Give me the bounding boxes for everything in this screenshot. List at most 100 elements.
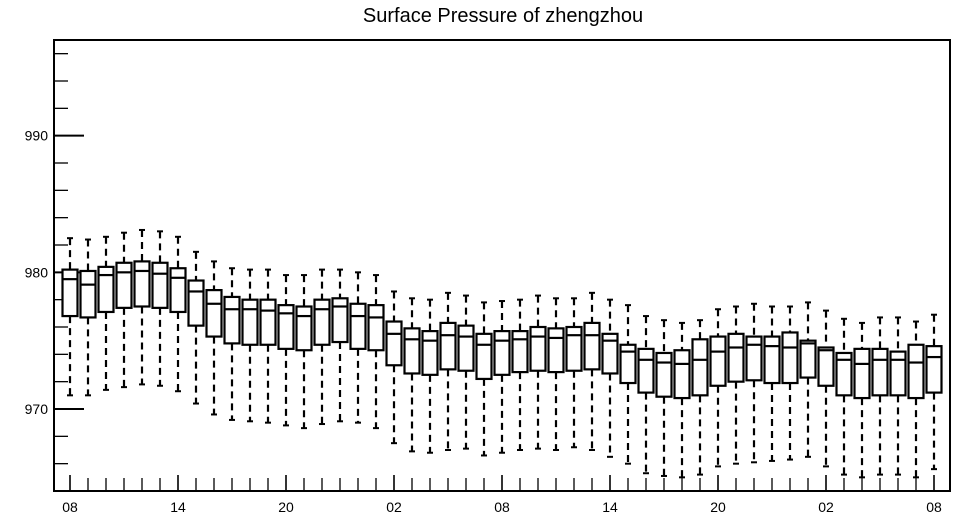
box-iqr	[97, 265, 115, 314]
box-47	[889, 316, 907, 476]
x-tick-label: 08	[62, 499, 78, 515]
box-23	[457, 294, 475, 450]
box-iqr	[727, 332, 745, 383]
x-tick-label: 14	[602, 499, 618, 515]
box-iqr	[223, 295, 241, 345]
box-13	[277, 274, 295, 427]
box-9	[205, 260, 223, 416]
x-tick-label: 20	[710, 499, 726, 515]
box-iqr	[763, 335, 781, 385]
box-iqr	[817, 346, 835, 387]
box-6	[151, 230, 169, 387]
chart-title: Surface Pressure of zhengzhou	[363, 5, 643, 27]
x-tick-label: 08	[926, 499, 942, 515]
box-iqr	[61, 268, 79, 318]
x-axis: 08 14 20 02 08 14 20 02 08	[62, 475, 942, 515]
x-tick-label: 08	[494, 499, 510, 515]
box-29	[565, 297, 583, 449]
box-2	[79, 238, 97, 397]
box-49	[925, 313, 943, 471]
box-42	[799, 301, 817, 458]
y-axis: 970 980 990	[25, 53, 84, 492]
box-12	[259, 268, 277, 424]
box-11	[241, 268, 259, 423]
box-37	[709, 308, 727, 468]
box-iqr	[349, 302, 367, 350]
box-iqr	[925, 345, 943, 394]
box-14	[295, 274, 313, 430]
box-41	[781, 305, 799, 461]
box-iqr	[259, 298, 277, 346]
box-iqr	[403, 327, 421, 375]
box-iqr	[583, 321, 601, 371]
box-iqr	[655, 351, 673, 398]
box-3	[97, 235, 115, 391]
box-iqr	[277, 304, 295, 350]
box-iqr	[115, 261, 133, 309]
box-iqr	[709, 335, 727, 387]
y-tick-label: 970	[25, 401, 49, 417]
box-iqr	[151, 261, 169, 309]
box-iqr	[601, 332, 619, 375]
box-iqr	[871, 347, 889, 397]
box-iqr	[439, 321, 457, 371]
box-series	[61, 228, 943, 479]
box-43	[817, 309, 835, 468]
box-33	[637, 315, 655, 475]
box-iqr	[907, 343, 925, 400]
box-iqr	[331, 297, 349, 344]
box-iqr	[619, 343, 637, 385]
box-iqr	[889, 350, 907, 397]
box-iqr	[421, 330, 439, 376]
box-22	[439, 291, 457, 451]
y-tick-label: 990	[25, 128, 49, 144]
box-7	[169, 235, 187, 393]
box-45	[853, 321, 871, 479]
box-iqr	[313, 298, 331, 346]
x-tick-label: 14	[170, 499, 186, 515]
box-26	[511, 298, 529, 451]
box-15	[313, 268, 331, 426]
box-8	[187, 250, 205, 405]
box-iqr	[241, 298, 259, 346]
box-iqr	[565, 325, 583, 372]
box-19	[385, 290, 403, 445]
box-36	[691, 319, 709, 476]
box-iqr	[673, 349, 691, 400]
box-iqr	[493, 330, 511, 376]
box-iqr	[529, 325, 547, 372]
box-21	[421, 298, 439, 454]
box-iqr	[295, 305, 313, 352]
box-iqr	[133, 260, 151, 308]
box-44	[835, 317, 853, 476]
box-38	[727, 305, 745, 465]
box-25	[493, 300, 511, 454]
y-tick-label: 980	[25, 264, 49, 280]
box-1	[61, 237, 79, 397]
box-iqr	[511, 330, 529, 374]
box-iqr	[79, 269, 97, 319]
x-tick-label: 20	[278, 499, 294, 515]
box-iqr	[637, 347, 655, 394]
box-iqr	[745, 335, 763, 382]
box-34	[655, 319, 673, 477]
box-iqr	[205, 289, 223, 338]
box-27	[529, 294, 547, 450]
box-iqr	[547, 327, 565, 374]
box-17	[349, 271, 367, 424]
box-iqr	[367, 304, 385, 352]
box-iqr	[169, 267, 187, 314]
box-iqr	[781, 331, 799, 385]
box-40	[763, 305, 781, 462]
x-tick-label: 02	[386, 499, 402, 515]
box-iqr	[691, 338, 709, 397]
box-32	[619, 304, 637, 465]
box-16	[331, 268, 349, 423]
box-iqr	[835, 351, 853, 397]
box-iqr	[475, 332, 493, 381]
x-tick-label: 02	[818, 499, 834, 515]
box-iqr	[853, 347, 871, 400]
box-48	[907, 320, 925, 479]
box-iqr	[457, 324, 475, 372]
